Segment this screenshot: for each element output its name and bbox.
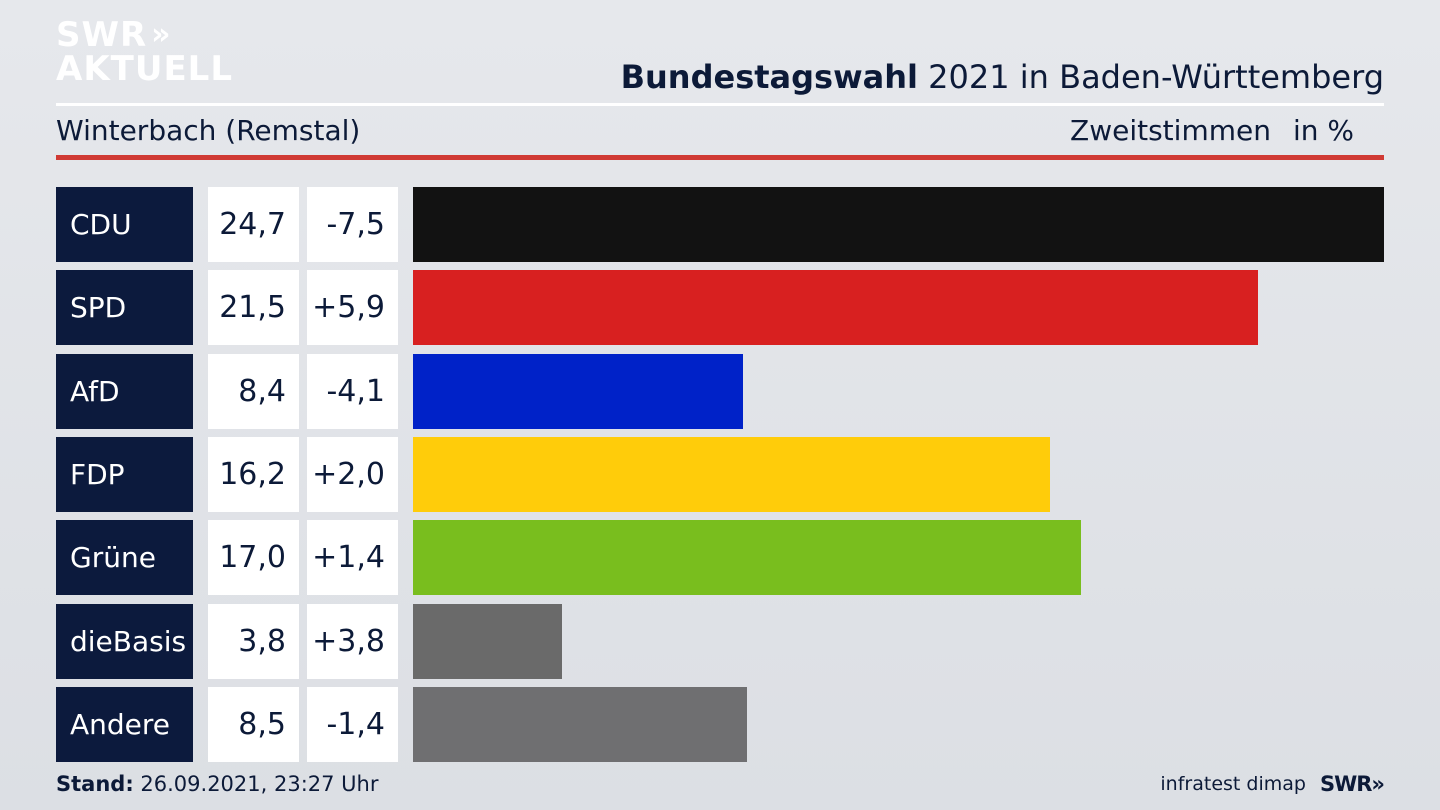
swr-aktuell-logo: SWR» AKTUELL — [56, 15, 234, 89]
bar — [413, 187, 1384, 262]
chart-row: SPD 21,5 +5,9 — [56, 270, 1384, 346]
chart-title-bold: Bundestagswahl — [620, 58, 918, 96]
party-label: Grüne — [56, 520, 193, 596]
bar — [413, 603, 562, 679]
chart-title-rest: 2021 in Baden-Württemberg — [917, 58, 1384, 96]
chart-row: CDU 24,7 -7,5 — [56, 187, 1384, 262]
bar — [413, 353, 743, 429]
change-label: +5,9 — [307, 270, 398, 346]
logo-aktuell-text: AKTUELL — [56, 49, 234, 89]
bar — [413, 436, 1050, 512]
logo-swr-text: SWR — [56, 15, 148, 55]
change-label: +2,0 — [307, 436, 398, 512]
change-label: -1,4 — [307, 686, 398, 762]
bar — [413, 270, 1258, 346]
source-label: infratest dimap — [1160, 773, 1306, 795]
timestamp-label: Stand: — [56, 772, 134, 796]
metric-label: Zweitstimmen in % — [1070, 114, 1354, 147]
header-divider — [56, 103, 1384, 106]
source-credit: infratest dimap SWR» — [1160, 772, 1385, 796]
vote-share-label: 21,5 — [208, 270, 299, 346]
location-label: Winterbach (Remstal) — [56, 114, 361, 147]
swr-brand-text: SWR — [1319, 772, 1372, 796]
vote-share-label: 8,4 — [208, 353, 299, 429]
chart-row: FDP 16,2 +2,0 — [56, 436, 1384, 512]
party-label: SPD — [56, 270, 193, 346]
vote-share-label: 8,5 — [208, 686, 299, 762]
accent-divider — [56, 155, 1384, 160]
bar — [413, 520, 1081, 596]
party-label: CDU — [56, 187, 193, 262]
change-label: -4,1 — [307, 353, 398, 429]
change-label: +3,8 — [307, 603, 398, 679]
chart-row: AfD 8,4 -4,1 — [56, 353, 1384, 429]
swr-brand-logo: SWR» — [1319, 772, 1385, 796]
timestamp-value: 26.09.2021, 23:27 Uhr — [133, 772, 379, 796]
party-label: Andere — [56, 686, 193, 762]
vote-share-label: 17,0 — [208, 520, 299, 596]
party-label: FDP — [56, 436, 193, 512]
swr-chevron-icon: » — [1371, 772, 1385, 796]
metric-unit: in % — [1292, 114, 1354, 147]
vote-share-label: 24,7 — [208, 187, 299, 262]
chart-title: Bundestagswahl 2021 in Baden-Württemberg — [621, 58, 1384, 96]
party-label: AfD — [56, 353, 193, 429]
party-label: dieBasis — [56, 603, 193, 679]
change-label: -7,5 — [307, 187, 398, 262]
timestamp: Stand: 26.09.2021, 23:27 Uhr — [56, 772, 379, 796]
vote-share-label: 16,2 — [208, 436, 299, 512]
chart-row: dieBasis 3,8 +3,8 — [56, 603, 1384, 679]
change-label: +1,4 — [307, 520, 398, 596]
vote-share-label: 3,8 — [208, 603, 299, 679]
chart-row: Grüne 17,0 +1,4 — [56, 520, 1384, 596]
metric-name: Zweitstimmen — [1070, 114, 1271, 147]
bar — [413, 686, 747, 762]
logo-chevron-icon: » — [151, 17, 171, 52]
chart-row: Andere 8,5 -1,4 — [56, 686, 1384, 762]
